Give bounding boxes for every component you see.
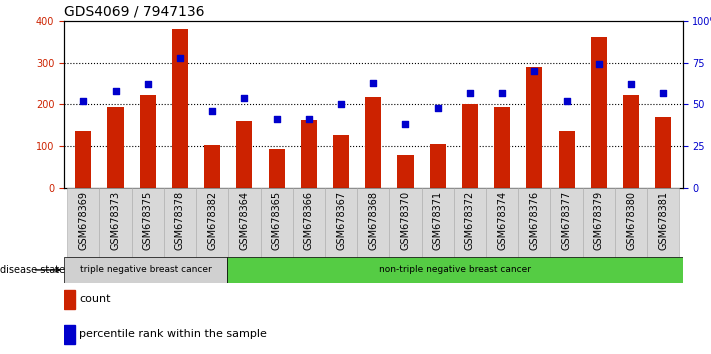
Text: count: count bbox=[80, 294, 111, 304]
Bar bbox=[365, 97, 381, 188]
Point bbox=[271, 116, 282, 122]
Text: GSM678372: GSM678372 bbox=[465, 191, 475, 250]
FancyBboxPatch shape bbox=[68, 188, 100, 257]
Bar bbox=[139, 95, 156, 188]
Text: GSM678369: GSM678369 bbox=[78, 191, 88, 250]
FancyBboxPatch shape bbox=[647, 188, 679, 257]
Point bbox=[142, 82, 154, 87]
Text: GSM678370: GSM678370 bbox=[400, 191, 410, 250]
Bar bbox=[236, 121, 252, 188]
FancyBboxPatch shape bbox=[293, 188, 325, 257]
Bar bbox=[75, 131, 92, 188]
Text: GSM678375: GSM678375 bbox=[143, 191, 153, 250]
Text: GSM678367: GSM678367 bbox=[336, 191, 346, 250]
Bar bbox=[462, 104, 478, 188]
Text: non-triple negative breast cancer: non-triple negative breast cancer bbox=[379, 266, 530, 274]
Text: GSM678381: GSM678381 bbox=[658, 191, 668, 250]
Point bbox=[336, 102, 347, 107]
Point bbox=[658, 90, 669, 96]
Bar bbox=[269, 149, 284, 188]
Bar bbox=[333, 135, 349, 188]
Text: GSM678376: GSM678376 bbox=[530, 191, 540, 250]
Text: GSM678368: GSM678368 bbox=[368, 191, 378, 250]
FancyBboxPatch shape bbox=[454, 188, 486, 257]
Bar bbox=[64, 325, 75, 344]
Point bbox=[206, 108, 218, 114]
Bar bbox=[429, 144, 446, 188]
Bar bbox=[301, 120, 317, 188]
FancyBboxPatch shape bbox=[486, 188, 518, 257]
FancyBboxPatch shape bbox=[390, 188, 422, 257]
Text: GSM678373: GSM678373 bbox=[110, 191, 121, 250]
Point bbox=[496, 90, 508, 96]
FancyBboxPatch shape bbox=[357, 188, 390, 257]
FancyBboxPatch shape bbox=[550, 188, 583, 257]
Bar bbox=[204, 145, 220, 188]
Bar bbox=[526, 67, 542, 188]
Point bbox=[174, 55, 186, 61]
Bar bbox=[494, 107, 510, 188]
Text: percentile rank within the sample: percentile rank within the sample bbox=[80, 329, 267, 339]
Point bbox=[239, 95, 250, 101]
FancyBboxPatch shape bbox=[583, 188, 615, 257]
FancyBboxPatch shape bbox=[518, 188, 550, 257]
Text: GSM678374: GSM678374 bbox=[497, 191, 507, 250]
Bar bbox=[107, 107, 124, 188]
FancyBboxPatch shape bbox=[422, 188, 454, 257]
FancyBboxPatch shape bbox=[227, 257, 683, 283]
Point bbox=[368, 80, 379, 86]
FancyBboxPatch shape bbox=[100, 188, 132, 257]
Text: GSM678366: GSM678366 bbox=[304, 191, 314, 250]
Text: GSM678371: GSM678371 bbox=[433, 191, 443, 250]
Point bbox=[464, 90, 476, 96]
Bar bbox=[64, 290, 75, 309]
Text: GSM678364: GSM678364 bbox=[240, 191, 250, 250]
Point bbox=[77, 98, 89, 104]
Point bbox=[400, 121, 411, 127]
FancyBboxPatch shape bbox=[132, 188, 164, 257]
FancyBboxPatch shape bbox=[164, 188, 196, 257]
Text: disease state: disease state bbox=[0, 265, 65, 275]
Bar bbox=[559, 131, 574, 188]
FancyBboxPatch shape bbox=[64, 257, 227, 283]
FancyBboxPatch shape bbox=[615, 188, 647, 257]
Point bbox=[593, 62, 604, 67]
Text: GSM678382: GSM678382 bbox=[207, 191, 217, 250]
Text: triple negative breast cancer: triple negative breast cancer bbox=[80, 266, 211, 274]
Text: GSM678379: GSM678379 bbox=[594, 191, 604, 250]
FancyBboxPatch shape bbox=[260, 188, 293, 257]
Text: GSM678380: GSM678380 bbox=[626, 191, 636, 250]
Text: GSM678365: GSM678365 bbox=[272, 191, 282, 250]
Point bbox=[529, 68, 540, 74]
FancyBboxPatch shape bbox=[196, 188, 228, 257]
FancyBboxPatch shape bbox=[228, 188, 260, 257]
Text: GSM678378: GSM678378 bbox=[175, 191, 185, 250]
Point bbox=[303, 116, 314, 122]
Point bbox=[109, 88, 121, 94]
Bar bbox=[655, 117, 671, 188]
Bar bbox=[591, 37, 607, 188]
Text: GDS4069 / 7947136: GDS4069 / 7947136 bbox=[64, 5, 205, 19]
FancyBboxPatch shape bbox=[325, 188, 357, 257]
Point bbox=[626, 82, 637, 87]
Bar bbox=[623, 95, 639, 188]
Point bbox=[561, 98, 572, 104]
Bar bbox=[172, 29, 188, 188]
Bar bbox=[397, 155, 414, 188]
Text: GSM678377: GSM678377 bbox=[562, 191, 572, 250]
Point bbox=[432, 105, 444, 110]
